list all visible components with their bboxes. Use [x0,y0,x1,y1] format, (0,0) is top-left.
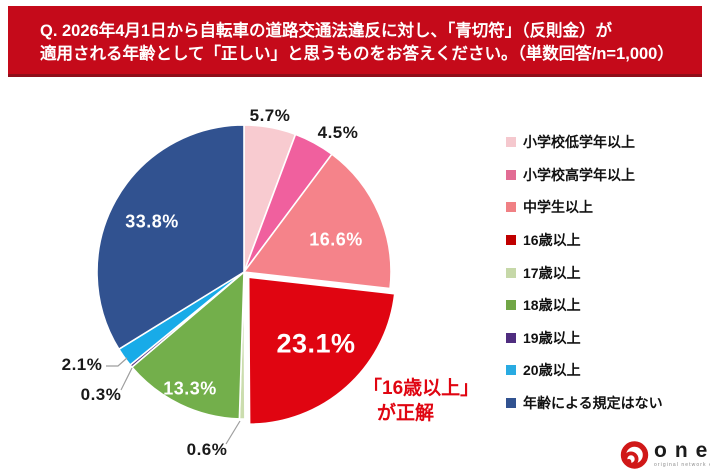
question-title-line1: Q. 2026年4月1日から自転車の道路交通法違反に対し、「青切符」（反則金）が [40,22,613,40]
logo: one original network emotion [618,440,710,473]
legend-label-7: 20歳以上 [523,362,581,379]
legend-item-3: 16歳以上 [506,224,663,257]
legend-item-2: 中学生以上 [506,191,663,224]
logo-swirl-icon [620,441,649,469]
pie-slice-2 [243,153,392,290]
legend-item-4: 17歳以上 [506,256,663,289]
legend-item-8: 年齢による規定はない [506,387,663,420]
leader-line-17sai [225,420,241,445]
legend-label-2: 中学生以上 [523,199,593,216]
leader-lines [106,357,241,445]
legend-swatch-2 [506,202,516,213]
question-title-line2: 適用される年齢として「正しい」と思うものをお答えください。（単数回答/n=1,0… [40,45,674,63]
legend-swatch-6 [506,332,516,343]
annotation-line2: が正解 [377,403,435,424]
legend-swatch-0 [506,137,516,148]
question-banner: Q. 2026年4月1日から自転車の道路交通法違反に対し、「青切符」（反則金）が… [8,6,702,77]
logo-text: one [654,439,710,462]
legend-swatch-5 [506,300,516,311]
correct-answer-annotation: 「16歳以上」 が正解 [363,376,479,426]
legend-label-8: 年齢による規定はない [523,395,663,412]
legend-item-1: 小学校高学年以上 [506,159,663,192]
legend-swatch-8 [506,398,516,409]
legend-swatch-1 [506,169,516,180]
logo-tagline: original network emotion [654,462,710,468]
legend-label-6: 19歳以上 [523,329,581,346]
legend-label-0: 小学校低学年以上 [523,134,635,151]
pie-slice-3 [247,276,396,426]
pie-slice-8 [96,124,245,351]
legend-label-1: 小学校高学年以上 [523,166,635,183]
pie-slice-5 [131,271,245,420]
annotation-line1: 「16歳以上」 [363,378,480,399]
chart-legend: 小学校低学年以上 小学校高学年以上 中学生以上 16歳以上 17歳以上 18歳以上 19歳以… [506,126,663,419]
legend-item-5: 18歳以上 [506,289,663,322]
legend-swatch-7 [506,365,516,376]
legend-swatch-4 [506,267,516,278]
pie-slices [96,124,396,426]
legend-item-0: 小学校低学年以上 [506,126,663,159]
legend-swatch-3 [506,235,516,246]
legend-item-6: 19歳以上 [506,322,663,355]
logo-wordmark: one original network emotion [654,440,710,468]
legend-item-7: 20歳以上 [506,354,663,387]
legend-label-5: 18歳以上 [523,297,581,314]
leader-line-20sai [106,357,128,367]
legend-label-3: 16歳以上 [523,232,581,249]
leader-line-19sai [120,367,133,391]
legend-label-4: 17歳以上 [523,264,581,281]
